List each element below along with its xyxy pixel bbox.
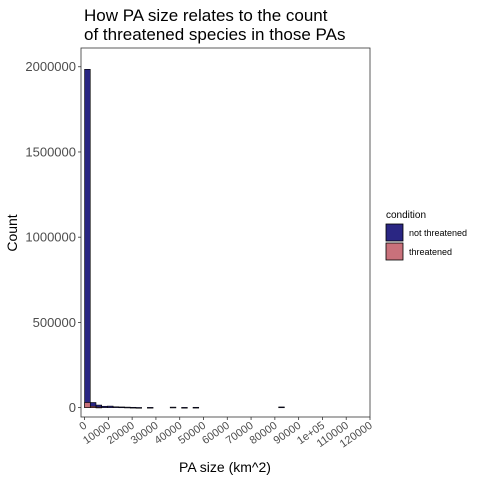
bar-not-threatened-6 (118, 406, 125, 409)
bar-not-threatened-7 (124, 406, 131, 409)
legend-label: threatened (409, 247, 452, 257)
legend: condition not threatened threatened (385, 210, 467, 261)
bar-not-threatened-14 (278, 406, 285, 409)
bar-threatened-1 (89, 405, 97, 408)
y-tick-label: 1000000 (25, 230, 76, 245)
chart-title-line-1: How PA size relates to the count (84, 6, 328, 25)
y-axis-title: Count (4, 214, 20, 251)
legend-swatch (385, 242, 404, 261)
bar-not-threatened-0 (84, 69, 91, 408)
bar-not-threatened-13 (192, 406, 200, 409)
bar-not-threatened-8 (129, 406, 137, 409)
chart-title: How PA size relates to the count of thre… (84, 6, 345, 44)
x-tick-label: 0 (77, 420, 89, 433)
bar-not-threatened-12 (181, 407, 188, 409)
x-axis: 0100002000030000400005000060000700008000… (77, 417, 375, 451)
bar-not-threatened-3 (101, 405, 108, 408)
legend-title: condition (386, 210, 426, 221)
y-tick-label: 0 (69, 400, 76, 415)
bar-threatened-2 (95, 406, 102, 409)
bar-not-threatened-11 (169, 406, 177, 409)
y-tick-label: 1500000 (25, 144, 76, 159)
bar-threatened-0 (84, 402, 91, 408)
bar-not-threatened-10 (147, 407, 154, 409)
y-tick-label: 2000000 (25, 59, 76, 74)
bar-not-threatened-4 (107, 405, 114, 408)
bars-layer (84, 69, 285, 409)
x-axis-title: PA size (km^2) (179, 459, 271, 475)
plot-panel (80, 47, 371, 418)
bar-not-threatened-9 (135, 407, 142, 409)
chart-title-line-2: of threatened species in those PAs (84, 25, 345, 44)
legend-label: not threatened (409, 228, 467, 238)
bar-not-threatened-5 (112, 406, 120, 408)
y-axis: 0 500000 1000000 1500000 2000000 (25, 59, 81, 415)
y-tick-label: 500000 (33, 315, 76, 330)
legend-swatch (385, 223, 404, 242)
